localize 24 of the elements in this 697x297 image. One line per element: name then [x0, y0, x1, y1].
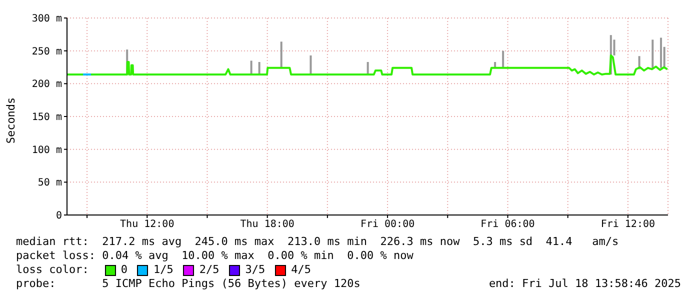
text: median rtt: 217.2 ms avg 245.0 ms max 213.0 ms min 226.3 ms now 5.3 ms sd 41.4 am/s — [16, 235, 620, 249]
y-tick-label: 200 m — [32, 79, 62, 90]
line-series — [67, 54, 668, 76]
y-tick-label: 150 m — [32, 112, 62, 124]
x-tick-label: Thu 18:00 — [240, 219, 294, 230]
x-tick-label: Fri 00:00 — [360, 219, 415, 230]
x-tick-label: Fri 06:00 — [480, 219, 535, 230]
text: probe: 5 ICMP Echo Pings (56 Bytes) every 120s — [16, 277, 360, 291]
legend-label: 4/5 — [290, 263, 311, 277]
legend-label: 1/5 — [152, 263, 174, 277]
legend-label: 2/5 — [198, 263, 220, 277]
y-tick-label: 300 m — [32, 14, 62, 25]
legend-title: loss color: — [16, 263, 89, 277]
y-axis-title: Seconds — [4, 96, 18, 144]
legend-label: 0 — [120, 263, 128, 277]
y-tick-label: 250 m — [32, 46, 62, 58]
y-tick-label: 100 m — [32, 144, 62, 156]
text: end: Fri Jul 18 13:58:46 2025 — [488, 277, 681, 291]
legend-label: 3/5 — [244, 263, 266, 277]
y-tick-label: 0 — [56, 210, 62, 222]
x-tick-label: Thu 12:00 — [120, 219, 174, 230]
y-tick-label: 50 m — [38, 178, 62, 189]
x-tick-label: Fri 12:00 — [600, 219, 656, 230]
text: packet loss: 0.04 % avg 10.00 % max 0.00 % min 0.00 % now — [16, 249, 414, 263]
